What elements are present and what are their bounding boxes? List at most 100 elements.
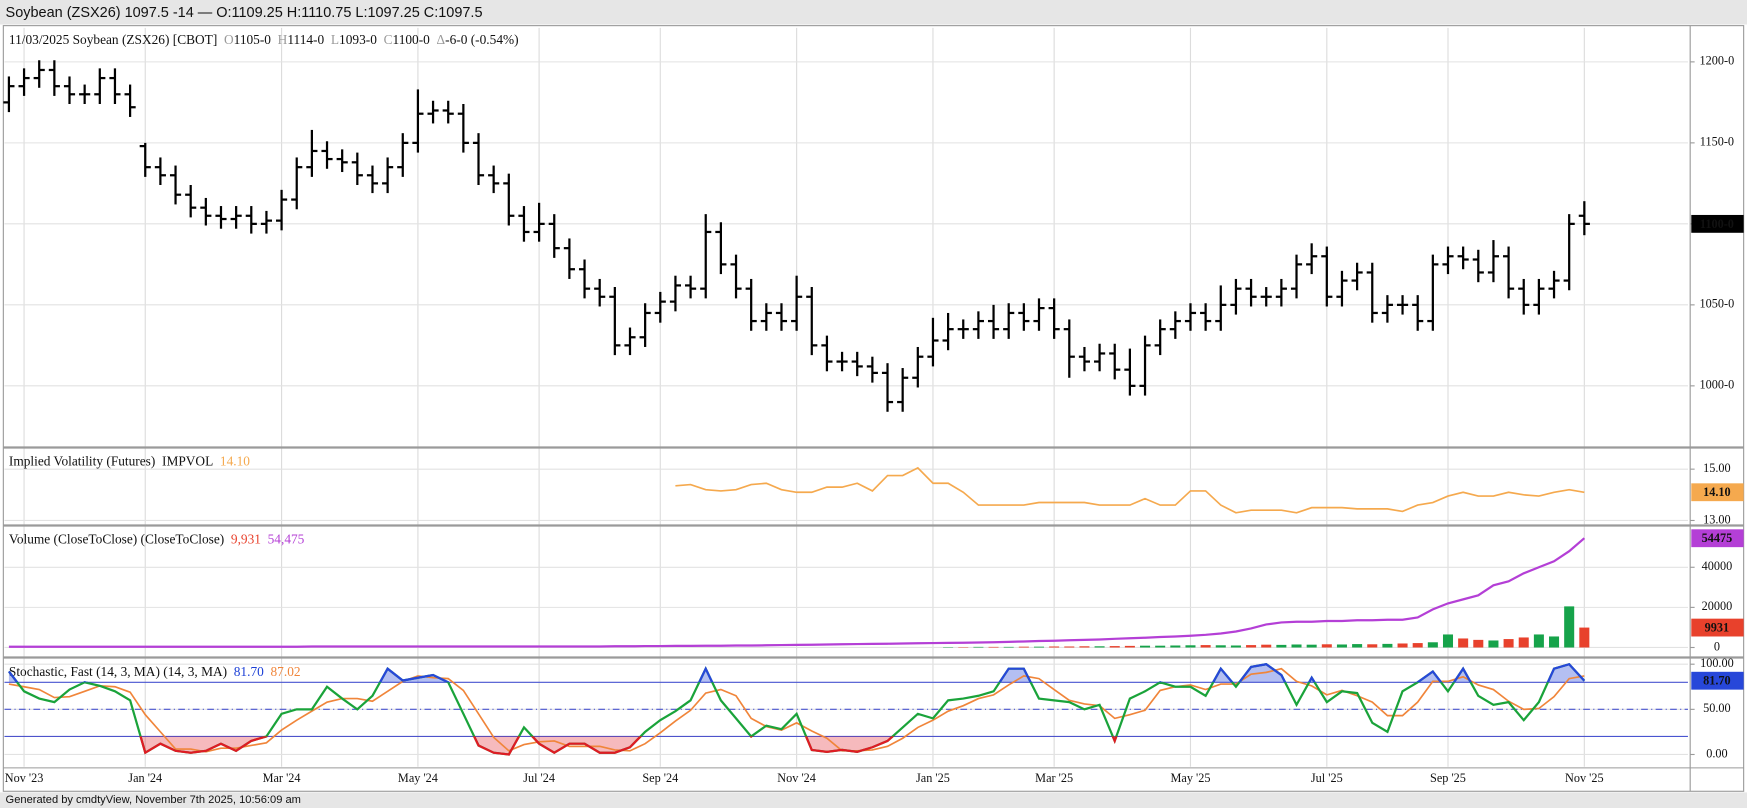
y-tick-label: 1050-0: [1700, 297, 1735, 311]
stat-value: 1114-0: [287, 32, 324, 47]
volume-bar: [1200, 645, 1211, 648]
last-value-badge: [1691, 483, 1744, 502]
panel-title: Implied Volatility (Futures): [9, 454, 155, 469]
footer-bar: [0, 792, 1747, 808]
volume-bar: [1291, 644, 1302, 648]
overbought-area: [8, 664, 1585, 683]
volume-bar: [1079, 646, 1090, 648]
volume-bar: [1564, 606, 1575, 648]
panel-title: 11/03/2025 Soybean (ZSX26) [CBOT]: [9, 32, 217, 47]
x-tick-label: Sep '25: [1430, 771, 1466, 785]
y-tick-label: 0: [1714, 639, 1720, 653]
volume-bar: [1321, 644, 1332, 648]
panel-header: Implied Volatility (Futures) IMPVOL 14.10: [9, 454, 250, 469]
volume-bar: [1442, 634, 1454, 648]
x-tick-label: Mar '25: [1035, 771, 1073, 785]
x-tick-label: Mar '24: [263, 771, 301, 785]
volume-bar: [1397, 643, 1408, 648]
y-tick-label: 15.00: [1703, 461, 1731, 475]
stochastic-k-line: [8, 662, 1586, 756]
volume-bar: [1503, 639, 1514, 648]
stat-key: H: [278, 32, 288, 47]
x-tick-label: May '25: [1170, 771, 1210, 785]
volume-bar: [1246, 645, 1257, 648]
volume-bar: [973, 646, 984, 648]
volume-bar: [1094, 646, 1105, 648]
y-tick-label: 100.00: [1700, 656, 1734, 670]
volume-bar: [988, 646, 999, 648]
y-tick-label: 0.00: [1706, 746, 1727, 760]
volume-bar: [1518, 637, 1529, 648]
volume-bar: [1064, 646, 1075, 648]
series-last-value: 87.02: [270, 664, 300, 679]
volume-bar: [1488, 640, 1499, 648]
volume-bar: [1306, 644, 1317, 648]
y-tick-label: 40000: [1702, 559, 1733, 573]
x-tick-label: Nov '25: [1565, 771, 1604, 785]
footer-text: Generated by cmdtyView, November 7th 202…: [6, 794, 301, 806]
volume-bar: [1109, 646, 1120, 648]
y-tick-label: 1000-0: [1700, 378, 1735, 392]
volume-line: [8, 537, 1586, 648]
volume-bar: [1336, 644, 1347, 648]
volume-bar: [1458, 638, 1469, 648]
stat-key: O: [224, 32, 234, 47]
panel-header: 11/03/2025 Soybean (ZSX26) [CBOT] O1105-0…: [9, 32, 519, 47]
stat-key: C: [384, 32, 393, 47]
series-last-value: 81.70: [234, 664, 264, 679]
volume-bar: [1018, 646, 1029, 648]
last-value-label: 81.70: [1703, 674, 1731, 688]
panel-header: Volume (CloseToClose) (CloseToClose) 9,93…: [9, 532, 305, 547]
x-tick-label: Sep '24: [642, 771, 678, 785]
volume-bar: [1261, 644, 1272, 648]
volume-bar: [1230, 645, 1241, 648]
top-bar: [0, 0, 1747, 25]
x-tick-label: Nov '24: [777, 771, 816, 785]
series-line: [675, 466, 1585, 514]
x-tick-label: Nov '23: [5, 771, 44, 785]
volume-bar: [1382, 643, 1393, 648]
panel-title: Volume (CloseToClose) (CloseToClose): [9, 532, 224, 547]
stat-value: -6-0 (-0.54%): [445, 32, 518, 47]
y-tick-label: 20000: [1702, 599, 1733, 613]
y-tick-label: 1150-0: [1700, 135, 1734, 149]
y-tick-label: 13.00: [1703, 512, 1731, 526]
last-value-badge: [1691, 671, 1744, 690]
stat-value: 1105-0: [234, 32, 272, 47]
top-title: Soybean (ZSX26) 1097.5 -14 — O:1109.25 H…: [6, 5, 483, 21]
volume-bar: [1049, 646, 1060, 648]
series-last-value: 9,931: [231, 532, 261, 547]
volume-bar: [1124, 645, 1135, 648]
volume-bar: [1367, 644, 1378, 648]
stat-value: 1100-0: [393, 32, 431, 47]
series-last-value: 54,475: [268, 532, 305, 547]
x-tick-label: May '24: [398, 771, 438, 785]
panel-title: Stochastic, Fast (14, 3, MA) (14, 3, MA): [9, 664, 227, 679]
last-value-badge: [1691, 529, 1744, 548]
stochastic-ma-line: [8, 667, 1585, 753]
x-tick-label: Jan '25: [916, 771, 950, 785]
volume-bar: [1185, 645, 1196, 648]
volume-bar: [1155, 645, 1166, 648]
last-value-label: 54475: [1702, 531, 1733, 545]
volume-bar: [1533, 634, 1544, 648]
x-tick-label: Jul '25: [1311, 771, 1343, 785]
volume-bar: [1276, 644, 1287, 648]
volume-bar: [1033, 646, 1045, 648]
volume-bar: [1549, 636, 1560, 648]
volume-bar: [1352, 644, 1363, 648]
volume-bar: [1579, 627, 1590, 648]
panel-header: Stochastic, Fast (14, 3, MA) (14, 3, MA)…: [9, 664, 301, 679]
y-tick-label: 1200-0: [1700, 54, 1735, 68]
chart-frame: [2, 25, 1745, 792]
volume-bar: [1412, 643, 1423, 648]
last-value-label: 9931: [1705, 621, 1729, 635]
stat-key: Δ: [437, 32, 446, 47]
series-last-value: 14.10: [220, 454, 250, 469]
last-value-badge: [1691, 214, 1744, 233]
x-tick-label: Jan '24: [128, 771, 162, 785]
stat-value: 1093-0: [339, 32, 377, 47]
stat-key: L: [331, 32, 339, 47]
